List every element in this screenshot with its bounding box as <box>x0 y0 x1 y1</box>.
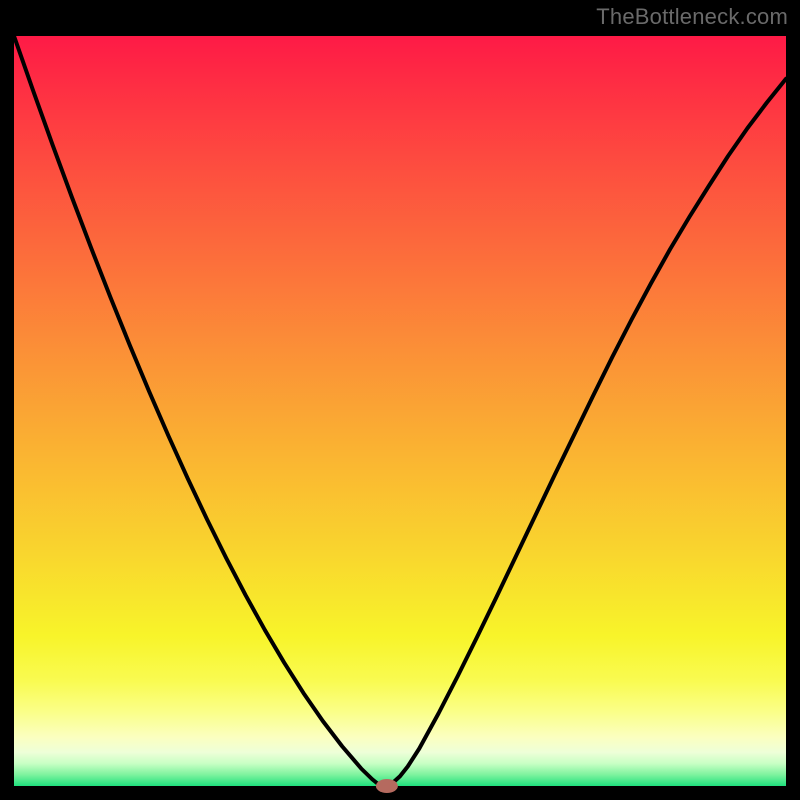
chart-container: TheBottleneck.com <box>0 0 800 800</box>
watermark-text: TheBottleneck.com <box>596 4 788 30</box>
optimum-marker <box>376 779 398 793</box>
bottleneck-chart <box>0 0 800 800</box>
plot-background <box>14 36 786 786</box>
